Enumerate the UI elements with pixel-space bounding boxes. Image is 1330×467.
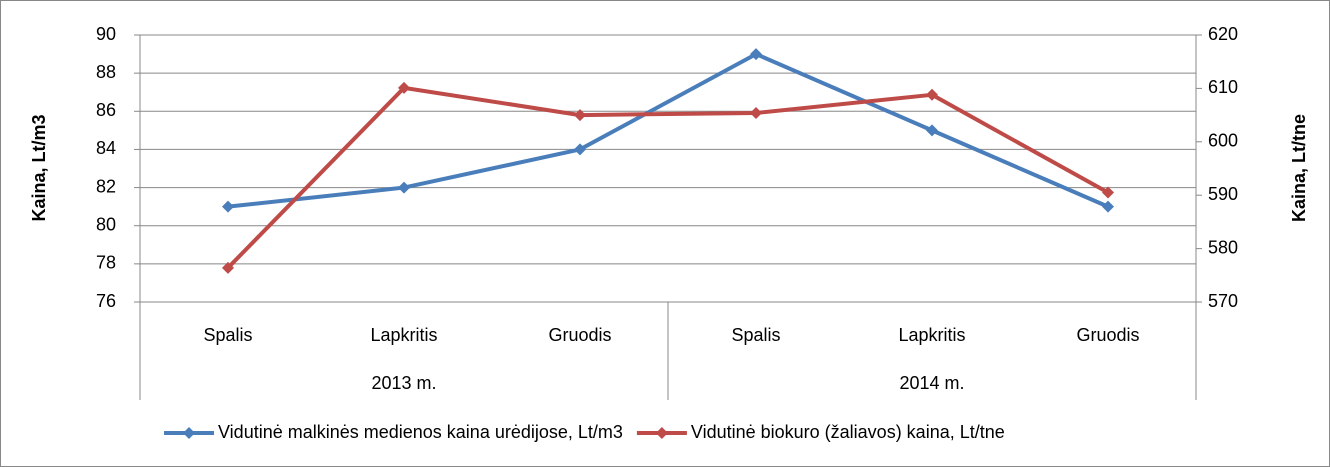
y-axis-title: Kaina, Lt/m3 (29, 114, 49, 221)
x-tick-label: Gruodis (1076, 325, 1139, 345)
y-tick-label: 86 (96, 100, 116, 120)
y2-tick-label: 580 (1208, 237, 1238, 257)
data-point (750, 106, 762, 119)
x-group-label: 2014 m. (899, 373, 964, 393)
data-point (574, 109, 586, 122)
x-tick-label: Spalis (203, 325, 252, 345)
x-tick-label: Lapkritis (370, 325, 437, 345)
y2-axis-title: Kaina, Lt/tne (1289, 114, 1309, 222)
legend-label: Vidutinė malkinės medienos kaina urėdijo… (218, 422, 623, 442)
y2-tick-label: 590 (1208, 184, 1238, 204)
data-point (1102, 200, 1114, 213)
x-tick-label: Spalis (731, 325, 780, 345)
data-point (926, 124, 938, 137)
y2-tick-label: 610 (1208, 77, 1238, 97)
data-point (750, 48, 762, 61)
y-tick-label: 88 (96, 62, 116, 82)
x-tick-label: Lapkritis (898, 325, 965, 345)
data-point (926, 88, 938, 101)
data-point (398, 81, 410, 94)
y-tick-label: 90 (96, 24, 116, 44)
y2-tick-label: 600 (1208, 131, 1238, 151)
y-tick-label: 76 (96, 291, 116, 311)
y2-tick-label: 570 (1208, 291, 1238, 311)
series-line (226, 85, 1109, 270)
y-tick-label: 82 (96, 176, 116, 196)
y-tick-label: 80 (96, 214, 116, 234)
data-point (398, 181, 410, 194)
data-point (574, 143, 586, 156)
y2-tick-label: 620 (1208, 24, 1238, 44)
x-group-label: 2013 m. (371, 373, 436, 393)
data-point (1102, 186, 1114, 199)
legend-marker (183, 427, 195, 439)
legend-label: Vidutinė biokuro (žaliavos) kaina, Lt/tn… (691, 422, 1005, 442)
x-tick-label: Gruodis (548, 325, 611, 345)
y-tick-label: 78 (96, 253, 116, 273)
legend-marker (655, 427, 668, 439)
series-line (227, 52, 1109, 209)
data-point (222, 261, 234, 274)
data-point (222, 200, 234, 213)
y-tick-label: 84 (96, 138, 116, 158)
